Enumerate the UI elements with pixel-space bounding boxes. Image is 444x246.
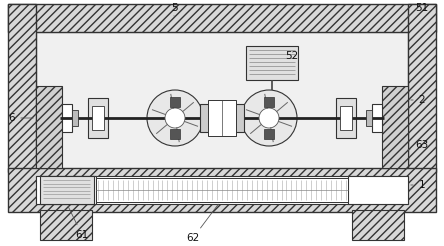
Text: 52: 52 xyxy=(285,51,299,61)
Bar xyxy=(36,176,408,204)
Bar xyxy=(200,104,244,132)
Bar xyxy=(372,104,382,132)
Bar xyxy=(40,210,92,240)
Text: 6: 6 xyxy=(9,113,33,123)
Text: 51: 51 xyxy=(408,3,428,16)
Bar xyxy=(72,110,78,126)
Text: 5: 5 xyxy=(170,3,177,16)
Bar xyxy=(366,110,372,126)
Bar xyxy=(408,4,436,172)
Bar xyxy=(36,86,62,168)
Bar xyxy=(264,129,274,139)
Text: 63: 63 xyxy=(408,140,428,150)
Bar xyxy=(348,176,408,204)
Text: 61: 61 xyxy=(68,206,89,240)
Bar xyxy=(352,210,404,240)
Bar xyxy=(8,4,36,172)
Bar xyxy=(88,98,108,138)
Text: 62: 62 xyxy=(186,204,218,243)
Bar xyxy=(264,97,274,107)
Bar xyxy=(170,129,180,139)
Circle shape xyxy=(165,108,185,128)
Bar xyxy=(8,168,436,212)
Text: 2: 2 xyxy=(411,95,425,105)
Circle shape xyxy=(259,108,279,128)
Bar xyxy=(36,32,408,172)
Bar xyxy=(96,178,348,202)
Bar xyxy=(8,4,436,32)
Bar xyxy=(170,97,180,107)
Bar xyxy=(336,98,356,138)
Bar xyxy=(246,46,298,80)
Text: 1: 1 xyxy=(411,180,425,190)
Bar xyxy=(340,106,352,130)
Bar xyxy=(36,176,96,204)
Bar xyxy=(62,104,72,132)
Bar xyxy=(92,106,104,130)
Bar xyxy=(40,176,94,204)
Bar xyxy=(382,86,408,168)
Circle shape xyxy=(147,90,203,146)
Bar xyxy=(208,100,236,136)
Circle shape xyxy=(241,90,297,146)
